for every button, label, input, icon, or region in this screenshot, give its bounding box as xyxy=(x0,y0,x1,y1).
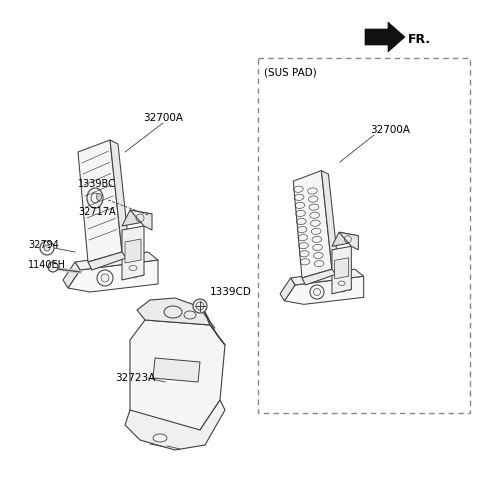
Text: (SUS PAD): (SUS PAD) xyxy=(264,67,317,77)
Polygon shape xyxy=(130,210,152,230)
Polygon shape xyxy=(125,400,225,450)
Polygon shape xyxy=(203,308,225,345)
Polygon shape xyxy=(78,140,122,262)
Polygon shape xyxy=(130,320,225,438)
Text: 32723A: 32723A xyxy=(115,373,155,383)
Text: 32700A: 32700A xyxy=(143,113,183,123)
Circle shape xyxy=(313,289,321,296)
Polygon shape xyxy=(137,298,210,325)
Circle shape xyxy=(97,270,113,286)
Circle shape xyxy=(48,262,58,272)
Polygon shape xyxy=(332,247,351,294)
Ellipse shape xyxy=(96,193,101,200)
Circle shape xyxy=(310,285,324,299)
Polygon shape xyxy=(75,252,158,270)
Text: 1140EH: 1140EH xyxy=(28,260,66,270)
Polygon shape xyxy=(339,232,359,250)
Polygon shape xyxy=(110,140,130,256)
Circle shape xyxy=(44,245,50,251)
Polygon shape xyxy=(285,276,364,304)
Text: FR.: FR. xyxy=(408,32,431,46)
Circle shape xyxy=(40,241,54,255)
Text: 32794: 32794 xyxy=(28,240,59,250)
Circle shape xyxy=(101,274,109,282)
Polygon shape xyxy=(302,269,336,285)
Polygon shape xyxy=(122,210,152,226)
Text: 32717A: 32717A xyxy=(78,207,116,217)
Circle shape xyxy=(193,299,207,313)
Polygon shape xyxy=(88,252,126,270)
Polygon shape xyxy=(365,22,405,52)
Polygon shape xyxy=(335,258,348,279)
Polygon shape xyxy=(125,239,141,263)
Polygon shape xyxy=(122,226,144,280)
Polygon shape xyxy=(68,260,158,292)
Polygon shape xyxy=(332,232,359,247)
Polygon shape xyxy=(290,269,364,285)
Polygon shape xyxy=(63,262,80,288)
Polygon shape xyxy=(153,358,200,382)
Text: 32700A: 32700A xyxy=(370,125,410,135)
Polygon shape xyxy=(322,170,339,273)
Text: 1339CD: 1339CD xyxy=(210,287,252,297)
Polygon shape xyxy=(280,278,295,301)
Bar xyxy=(258,58,470,413)
Polygon shape xyxy=(293,170,332,278)
Text: 1339BC: 1339BC xyxy=(78,179,116,189)
